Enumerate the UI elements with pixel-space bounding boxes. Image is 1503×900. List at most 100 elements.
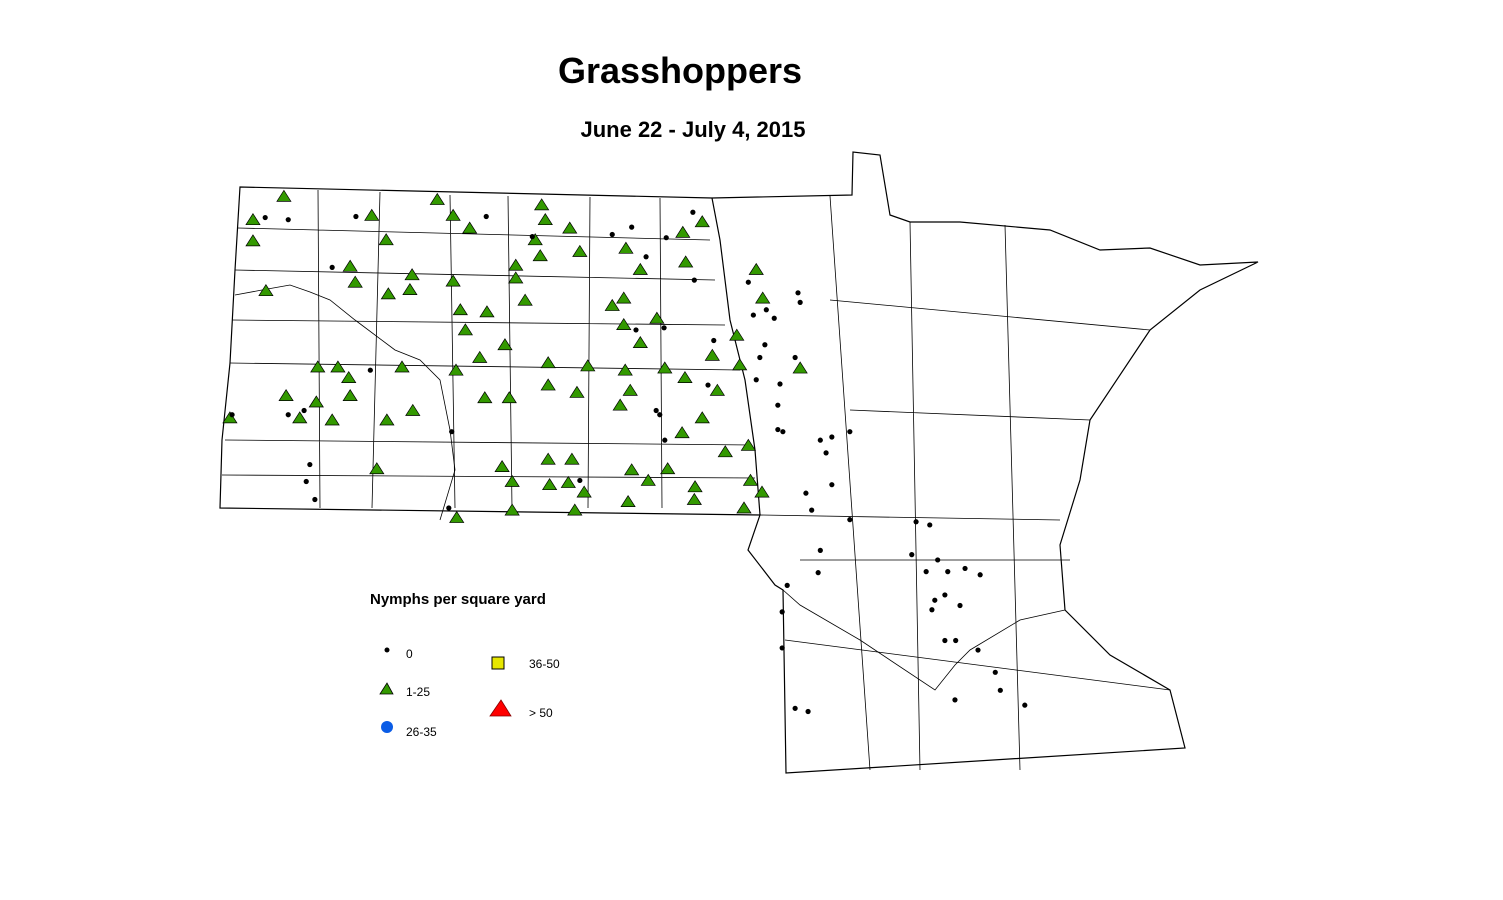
dot-point-0 xyxy=(927,522,933,528)
triangle-point-1-25 xyxy=(754,485,770,498)
dot-point-0 xyxy=(301,407,307,414)
triangle-point-1-25 xyxy=(562,221,578,234)
dot-point-0 xyxy=(784,582,790,588)
dot-point-0 xyxy=(771,315,777,321)
triangle-point-1-25 xyxy=(278,388,294,401)
dot-point-0 xyxy=(661,325,667,331)
triangle-point-1-25 xyxy=(324,413,340,426)
triangle-point-1-25 xyxy=(532,249,548,262)
state-outline xyxy=(219,151,1259,774)
dot-point-0 xyxy=(483,213,489,220)
dot-point-0 xyxy=(829,482,835,488)
triangle-point-1-25 xyxy=(649,311,665,324)
triangle-point-1-25 xyxy=(245,234,261,247)
dot-point-0 xyxy=(775,426,781,433)
triangle-point-1-25 xyxy=(452,303,468,316)
dot-point-0 xyxy=(312,496,318,503)
dot-point-0 xyxy=(1022,702,1028,708)
legend-label-36-50: 36-50 xyxy=(529,657,560,671)
dot-point-0 xyxy=(690,209,696,215)
triangle-point-1-25 xyxy=(276,189,292,202)
dot-point-0 xyxy=(957,602,963,609)
triangle-point-1-25 xyxy=(580,359,596,372)
triangle-point-1-25 xyxy=(678,255,694,268)
triangle-point-1-25 xyxy=(709,383,725,396)
dot-point-0 xyxy=(262,214,268,221)
triangle-point-1-25 xyxy=(378,233,394,246)
map-title: Grasshoppers xyxy=(557,50,803,91)
triangle-point-1-25 xyxy=(472,350,488,363)
dot-point-0 xyxy=(913,519,919,525)
triangle-point-1-25 xyxy=(501,391,517,404)
dot-point-0 xyxy=(847,517,853,523)
dot-point-0 xyxy=(285,217,291,223)
triangle-point-1-25 xyxy=(657,361,673,374)
dot-point-0 xyxy=(962,565,968,572)
triangle-point-1-25 xyxy=(632,335,648,348)
triangle-point-1-25 xyxy=(477,391,493,404)
triangle-point-1-25 xyxy=(540,356,556,369)
mississippi-river xyxy=(782,589,1066,691)
triangle-point-1-25 xyxy=(624,463,640,476)
triangle-point-1-25 xyxy=(687,480,703,493)
dot-point-0 xyxy=(705,382,711,388)
dot-point-0 xyxy=(762,342,768,348)
triangle-point-1-25 xyxy=(704,348,720,361)
triangle-point-1-25 xyxy=(537,213,553,226)
dot-point-0 xyxy=(797,299,803,305)
dot-point-0 xyxy=(577,477,583,484)
legend-symbols xyxy=(379,647,512,733)
triangle-point-1-25 xyxy=(341,370,357,383)
dot-point-0 xyxy=(809,507,815,513)
dot-point-0 xyxy=(529,234,535,240)
triangle-point-1-25 xyxy=(369,462,385,475)
nd-mn-border xyxy=(711,197,761,516)
dot-point-0 xyxy=(662,437,668,443)
triangle-point-1-25 xyxy=(572,244,588,257)
triangle-point-1-25 xyxy=(394,360,410,373)
triangle-point-1-25 xyxy=(222,411,238,424)
triangle-point-1-25 xyxy=(604,298,620,311)
dot-point-0 xyxy=(446,505,452,511)
triangle-point-1-25 xyxy=(310,360,326,373)
map-subtitle: June 22 - July 4, 2015 xyxy=(580,117,806,142)
triangle-point-1-25 xyxy=(660,462,676,475)
dot-point-0 xyxy=(975,647,981,653)
legend-dot-symbol xyxy=(384,647,390,653)
dot-point-0 xyxy=(633,327,639,333)
triangle-point-1-25 xyxy=(677,370,693,383)
triangle-point-1-25 xyxy=(497,338,513,351)
dot-point-0 xyxy=(229,412,235,418)
triangle-point-1-25 xyxy=(405,403,421,416)
dot-point-0 xyxy=(711,337,717,344)
triangle-point-1-25 xyxy=(686,492,702,505)
triangle-point-1-25 xyxy=(504,474,520,487)
triangle-point-1-25 xyxy=(342,259,358,272)
triangle-point-1-25 xyxy=(755,291,771,304)
triangle-point-1-25 xyxy=(342,388,358,401)
legend-label-gt-50: > 50 xyxy=(529,706,553,720)
dot-point-0 xyxy=(792,354,798,361)
triangle-point-1-25 xyxy=(616,291,632,304)
dot-point-0 xyxy=(932,597,938,603)
dot-point-0 xyxy=(779,645,785,651)
dot-point-0 xyxy=(643,254,649,260)
triangle-point-1-25 xyxy=(729,328,745,341)
triangle-point-1-25 xyxy=(380,287,396,300)
dot-point-0 xyxy=(307,461,313,468)
county-grid xyxy=(221,189,1171,771)
triangle-point-1-25 xyxy=(404,268,420,281)
dot-point-0 xyxy=(777,381,783,387)
triangle-point-1-25 xyxy=(569,385,585,398)
triangle-point-1-25 xyxy=(308,395,324,408)
triangle-point-1-25 xyxy=(732,358,748,371)
dot-point-0 xyxy=(775,402,781,408)
triangle-point-1-25 xyxy=(792,361,808,374)
triangle-point-1-25 xyxy=(622,383,638,396)
dot-point-0 xyxy=(817,437,823,443)
triangle-point-1-25 xyxy=(674,426,690,439)
dot-point-0 xyxy=(753,377,759,383)
triangle-point-1-25 xyxy=(330,360,346,373)
triangle-point-1-25 xyxy=(364,208,380,221)
triangle-point-1-25 xyxy=(534,198,550,211)
